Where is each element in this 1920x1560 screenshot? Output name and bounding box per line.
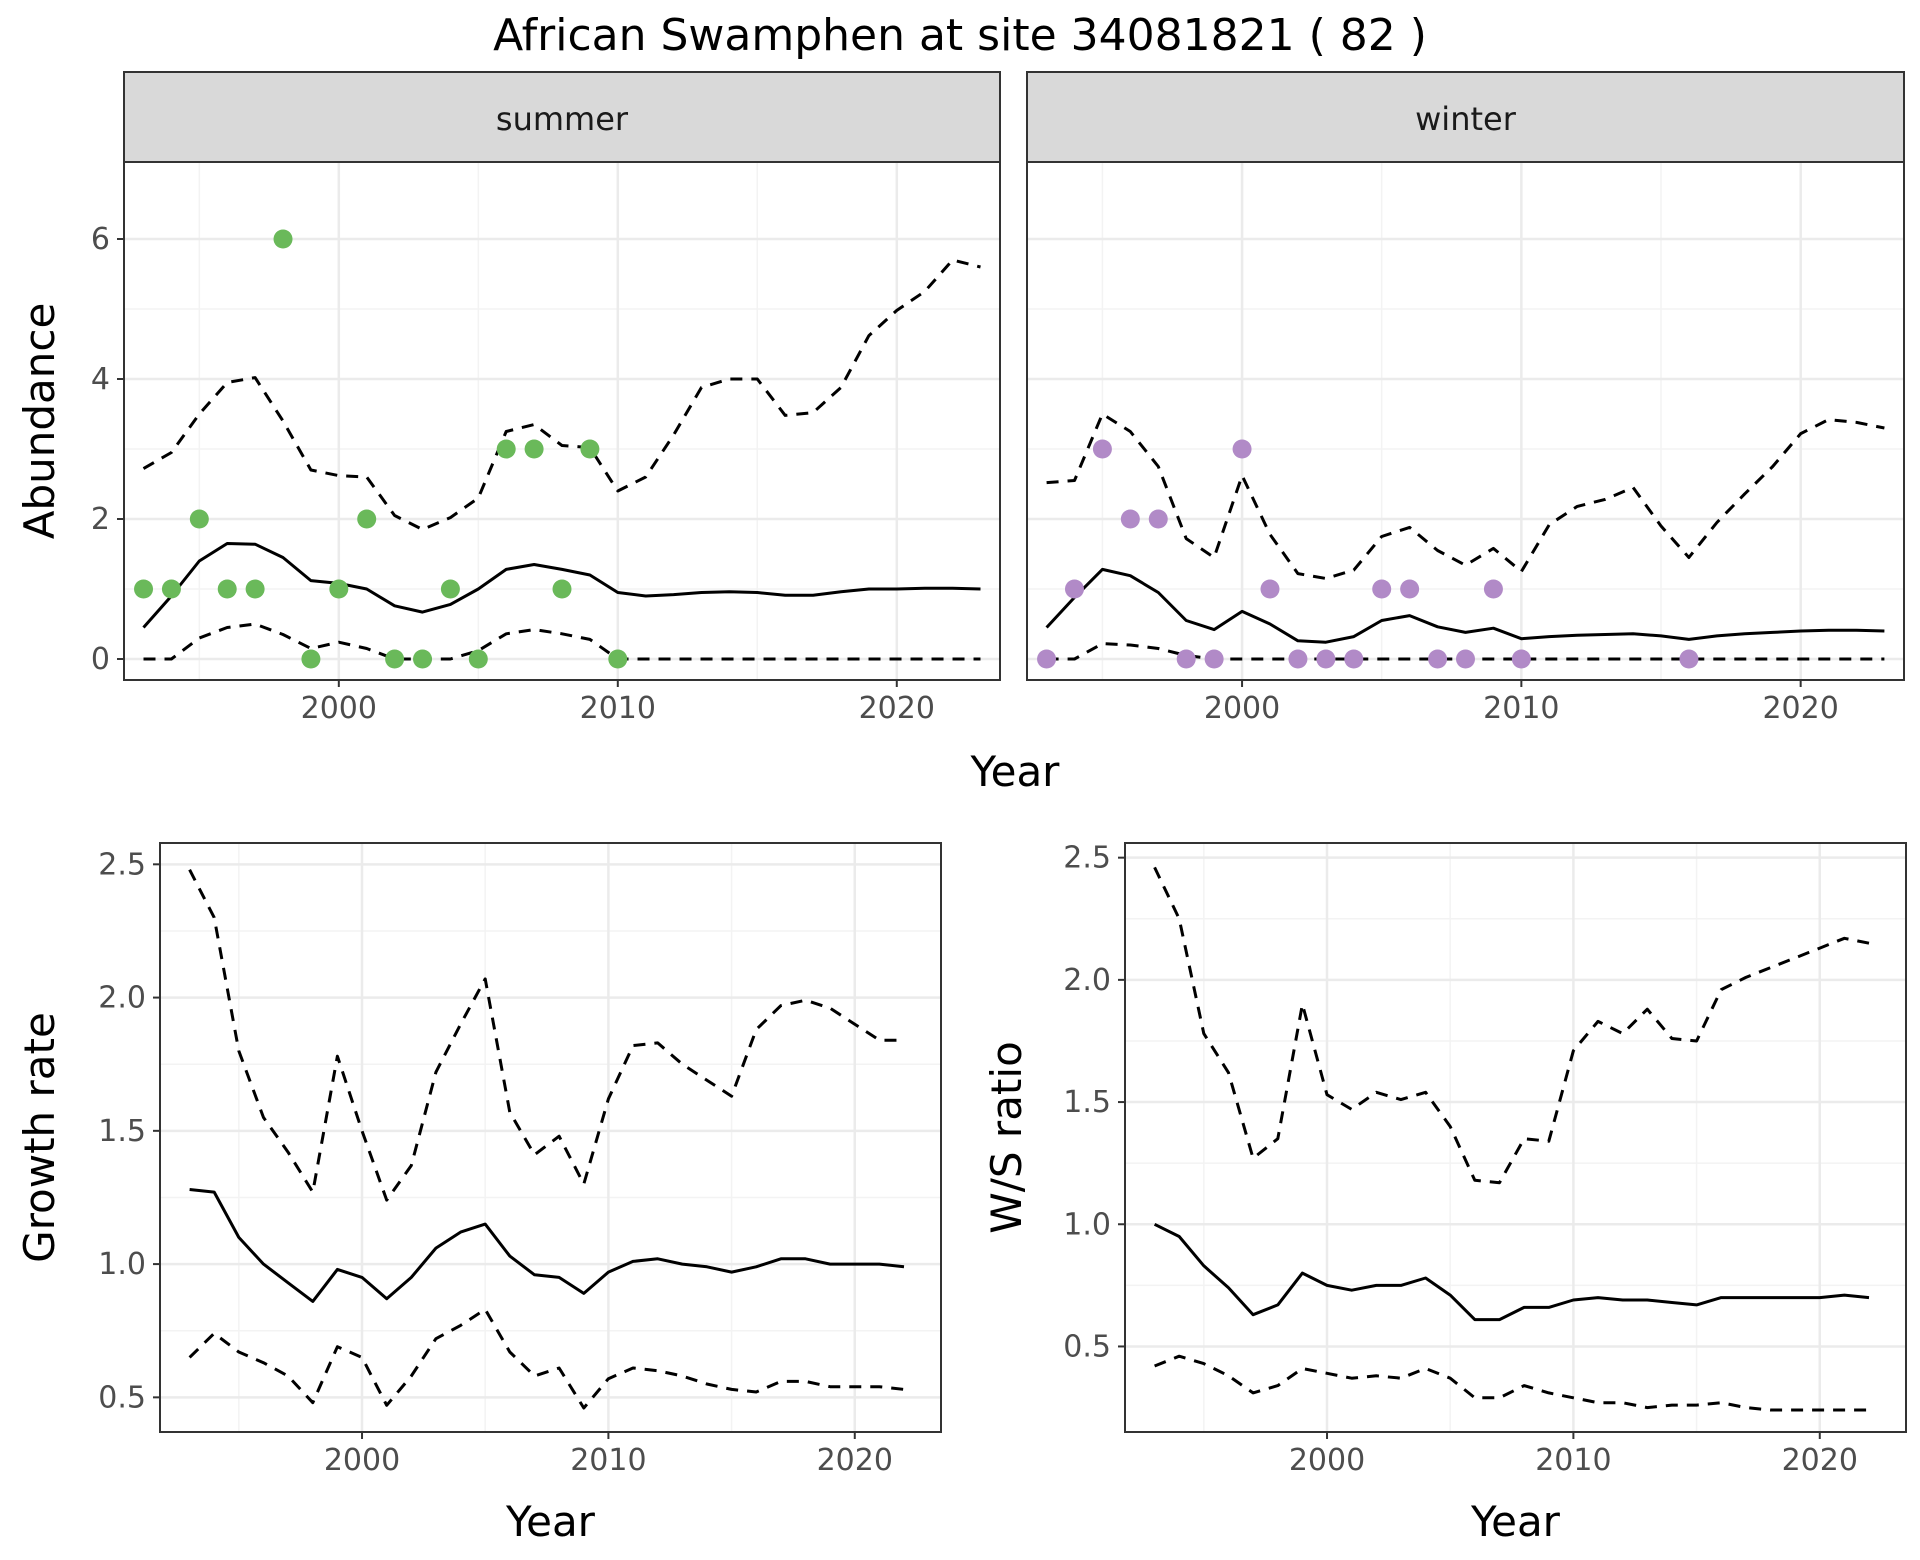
data-point	[1176, 649, 1196, 669]
facet-strip-label: summer	[496, 100, 629, 138]
data-point	[552, 579, 572, 599]
data-point	[1483, 579, 1503, 599]
data-point	[413, 649, 433, 669]
data-point	[1316, 649, 1336, 669]
data-point	[1428, 649, 1448, 669]
y-axis-title: Growth rate	[15, 1012, 64, 1263]
confidence-line	[1154, 1354, 1869, 1412]
confidence-line	[188, 1307, 905, 1410]
confidence-line	[188, 869, 904, 1202]
panel-summer: 2000 2010 2020 0 2 4 6 summer Abundance	[15, 71, 1001, 726]
data-point	[161, 579, 181, 599]
facet-strip	[123, 71, 1001, 163]
y-tick-label: 2	[91, 502, 110, 537]
trend-line	[142, 542, 981, 629]
data-point	[1679, 649, 1699, 669]
data-point	[1372, 579, 1392, 599]
top-x-axis-title: Year	[970, 747, 1061, 796]
y-tick-label: 1.5	[1063, 1085, 1111, 1120]
x-tick-label: 2000	[1204, 691, 1280, 726]
data-point	[1204, 649, 1224, 669]
confidence-line	[1046, 412, 1885, 580]
panel-winter: 2000 2010 2020 winter	[1026, 71, 1905, 726]
x-tick-label: 2020	[859, 691, 935, 726]
x-tick-label: 2010	[580, 691, 656, 726]
y-axis-title: Abundance	[15, 303, 64, 540]
data-point	[1288, 649, 1308, 669]
data-point	[524, 439, 544, 459]
x-tick-label: 2000	[301, 691, 377, 726]
data-point	[1260, 579, 1280, 599]
facet-strip-label: winter	[1415, 100, 1517, 138]
data-point	[580, 439, 600, 459]
trend-line	[1045, 567, 1885, 644]
y-tick-label: 0.5	[98, 1380, 146, 1415]
panel-growth: 2000 2010 2020 0.5 1.0 1.5 2.0 2.5 Growth rate Ye…	[15, 842, 942, 1546]
data-point	[468, 649, 488, 669]
trend-line	[1153, 1222, 1870, 1322]
y-tick-label: 1.5	[98, 1114, 146, 1149]
x-tick-label: 2020	[817, 1443, 893, 1478]
y-tick-label: 2.5	[1063, 841, 1111, 876]
confidence-line	[142, 258, 981, 531]
y-tick-label: 2.0	[98, 981, 146, 1016]
y-tick-label: 0	[91, 642, 110, 677]
data-point	[1037, 649, 1057, 669]
data-point	[1092, 439, 1112, 459]
y-tick-label: 6	[91, 222, 110, 257]
data-point	[1148, 509, 1168, 529]
data-point	[385, 649, 405, 669]
panel-border	[1124, 842, 1907, 1433]
data-point	[1511, 649, 1531, 669]
facet-strip	[1026, 71, 1905, 163]
y-tick-label: 2.5	[98, 847, 146, 882]
y-tick-label: 1.0	[98, 1247, 146, 1282]
x-tick-label: 2010	[1483, 691, 1559, 726]
data-point	[496, 439, 516, 459]
x-tick-label: 2020	[1762, 691, 1838, 726]
data-point	[608, 649, 628, 669]
confidence-line	[1153, 866, 1870, 1185]
confidence-line	[143, 622, 981, 661]
x-tick-label: 2000	[1289, 1443, 1365, 1478]
y-tick-label: 0.5	[1063, 1329, 1111, 1364]
data-point	[134, 579, 154, 599]
y-tick-label: 2.0	[1063, 963, 1111, 998]
y-tick-label: 1.0	[1063, 1207, 1111, 1242]
x-axis-title: Year	[505, 1497, 596, 1546]
data-point	[1344, 649, 1364, 669]
data-point	[273, 229, 293, 249]
data-point	[189, 509, 209, 529]
data-point	[1400, 579, 1420, 599]
data-point	[217, 579, 237, 599]
data-point	[357, 509, 377, 529]
panel-border	[159, 842, 942, 1433]
y-tick-label: 4	[91, 362, 110, 397]
x-axis-title: Year	[1470, 1497, 1561, 1546]
chart-title: African Swamphen at site 34081821 ( 82 )	[493, 10, 1427, 61]
y-axis-title: W/S ratio	[982, 1041, 1031, 1234]
data-point	[1232, 439, 1252, 459]
panel-ratio: 2000 2010 2020 0.5 1.0 1.5 2.0 2.5 W/S ratio Year	[982, 841, 1907, 1546]
trend-line	[189, 1188, 905, 1303]
x-tick-label: 2000	[324, 1443, 400, 1478]
x-tick-label: 2010	[1535, 1443, 1611, 1478]
data-point	[245, 579, 265, 599]
data-point	[1120, 509, 1140, 529]
data-point	[301, 649, 321, 669]
data-point	[329, 579, 349, 599]
data-point	[1064, 579, 1084, 599]
x-tick-label: 2020	[1782, 1443, 1858, 1478]
data-point	[440, 579, 460, 599]
data-point	[1456, 649, 1475, 669]
x-tick-label: 2010	[570, 1443, 646, 1478]
